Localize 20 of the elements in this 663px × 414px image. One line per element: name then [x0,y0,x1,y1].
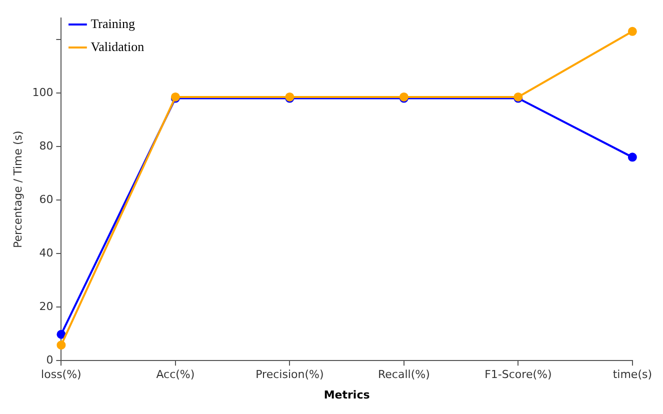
x-tick-label: Acc(%) [156,368,195,382]
x-tick-label: F1-Score(%) [484,368,552,382]
legend-label: Training [90,16,136,31]
y-axis-title: Percentage / Time (s) [11,130,24,248]
point [628,152,637,162]
point [628,26,637,36]
x-tick-label: Recall(%) [378,368,430,382]
y-tick-label: 0 [46,353,54,366]
y-tick-label: 20 [39,300,54,313]
x-tick-label: Precision(%) [256,368,324,382]
x-axis-title: Metrics [324,388,370,402]
point [56,330,66,339]
y-tick-label: 80 [39,139,54,152]
x-tick-label: time(s) [612,368,652,382]
legend-label: Validation [90,38,145,54]
x-tick-label: loss(%) [41,368,82,382]
point [56,340,66,350]
y-tick-label: 60 [39,192,54,206]
y-tick-label: 40 [39,246,54,260]
y-tick-label: 100 [32,86,54,99]
